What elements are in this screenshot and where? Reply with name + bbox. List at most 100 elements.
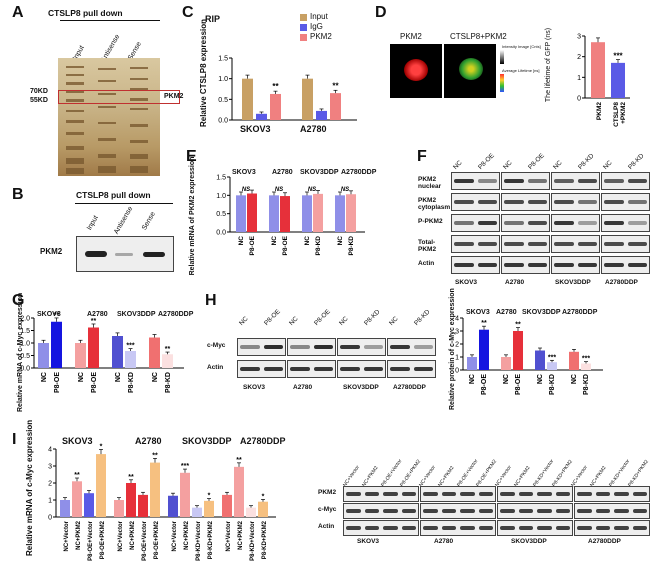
e-bar-3 <box>280 196 290 232</box>
f-blot-1-3 <box>601 193 650 211</box>
i-band-0-0 <box>346 492 361 496</box>
panel-d-scale2-label: Average Lifetime [ns] <box>502 68 540 73</box>
legend-label-pkm2: PKM2 <box>310 32 332 41</box>
i-band-2-2 <box>383 526 398 530</box>
f-band-1-0 <box>454 200 474 204</box>
panel-i-line-a2780ddp: A2780DDP <box>240 436 286 446</box>
f-band-2-3 <box>527 221 547 225</box>
h-band-0-6 <box>390 345 410 349</box>
f-blot-3-3 <box>601 235 650 253</box>
f-band-0-7 <box>627 179 647 183</box>
f-row-label-1: PKM2 cytoplasm <box>418 197 451 211</box>
f-blot-3-0 <box>451 235 500 253</box>
legend-swatch-igg <box>300 24 307 31</box>
h-bar-1 <box>479 329 489 370</box>
g-bar-5 <box>125 351 136 368</box>
f-band-4-0 <box>454 263 474 267</box>
i-bar-3 <box>96 454 106 517</box>
i-blot-1-3 <box>574 503 650 519</box>
panel-letter-c: C <box>182 4 194 21</box>
i-bar-4 <box>114 500 124 517</box>
f-band-2-5 <box>577 221 597 225</box>
i-ytick-label-0: 0 <box>48 515 52 522</box>
i-band-1-10 <box>537 509 552 513</box>
f-blot-3-1 <box>501 235 550 253</box>
i-band-0-10 <box>537 492 552 496</box>
g-ytick-label-4: 2.0 <box>20 316 30 323</box>
h-band-0-7 <box>413 345 433 349</box>
panel-c-group-a2780: A2780 <box>300 124 327 134</box>
e-xlabel-1: P8-OE <box>249 235 256 255</box>
g-bar-7 <box>162 354 173 368</box>
i-band-0-9 <box>518 492 533 496</box>
i-band-2-0 <box>346 526 361 530</box>
h-sig-3: *** <box>582 356 590 363</box>
legend-label-igg: IgG <box>310 22 323 31</box>
i-band-2-9 <box>518 526 533 530</box>
panel-d-img1-label: PKM2 <box>400 32 422 41</box>
i-band-2-11 <box>555 526 570 530</box>
e-bar-7 <box>346 194 356 232</box>
panel-d-scale1-label: Intensity Image [Cnts] <box>502 44 541 49</box>
i-band-1-9 <box>518 509 533 513</box>
c-sig-1: ** <box>332 81 339 90</box>
panel-letter-e: E <box>186 148 197 165</box>
f-blot-4-3 <box>601 256 650 274</box>
i-xlabel-14: P8-KD+Vector <box>250 520 256 561</box>
panel-d-scale1 <box>500 50 504 64</box>
i-band-1-8 <box>500 509 515 513</box>
panel-b-target: PKM2 <box>40 247 63 256</box>
c-sig-0: ** <box>272 82 279 91</box>
f-blot-1-0 <box>451 193 500 211</box>
f-blot-2-1 <box>501 214 550 232</box>
h-line-0: SKOV3 <box>243 384 266 391</box>
e-sig-1: NS <box>275 187 283 193</box>
f-row-label-2: P-PKM2 <box>418 218 443 225</box>
panel-a-gel-bands <box>66 66 148 174</box>
i-xlabel-11: P8-KD+PKM2 <box>208 520 214 559</box>
e-xlabel-5: P8-KD <box>315 236 322 256</box>
panel-d-scale2 <box>500 74 504 92</box>
panel-b-band-antisense <box>115 253 133 256</box>
g-sig-0: ** <box>54 312 60 319</box>
i-band-0-5 <box>441 492 456 496</box>
e-xlabel-0: NC <box>238 236 245 246</box>
h-band-1-2 <box>290 367 310 371</box>
e-ytick-label-0: 0.0 <box>216 230 226 237</box>
panel-g-line-a2780ddp: A2780DDP <box>158 311 194 318</box>
panel-letter-f: F <box>417 148 427 165</box>
e-bar-1 <box>247 193 257 232</box>
i-band-2-8 <box>500 526 515 530</box>
i-blot-0-3 <box>574 486 650 502</box>
panel-h-chart-line-skov3ddp: SKOV3DDP <box>522 309 561 316</box>
d-ytick-label-3: 3 <box>577 34 581 41</box>
panel-i-line-skov3: SKOV3 <box>62 436 93 446</box>
i-band-1-13 <box>595 509 610 513</box>
panel-g-line-skov3: SKOV3 <box>37 311 61 318</box>
i-band-0-2 <box>383 492 398 496</box>
i-blot-2-1 <box>420 520 496 536</box>
i-blot-1-2 <box>497 503 573 519</box>
legend-swatch-input <box>300 14 307 21</box>
i-sig-9: *** <box>181 463 189 470</box>
f-band-3-5 <box>577 242 597 246</box>
g-xlabel-0: NC <box>41 372 48 382</box>
f-blot-0-1 <box>501 172 550 190</box>
h-band-1-0 <box>240 367 260 371</box>
f-band-4-6 <box>604 263 624 267</box>
g-bar-4 <box>112 336 123 368</box>
f-line-3: A2780DDP <box>605 279 638 286</box>
panel-a-gel <box>58 58 160 176</box>
h-band-1-7 <box>413 367 433 371</box>
i-bar-2 <box>84 493 94 517</box>
i-bar-13 <box>234 466 244 517</box>
panel-a-title: CTSLP8 pull down <box>48 8 123 18</box>
f-band-4-7 <box>627 263 647 267</box>
e-xlabel-4: NC <box>304 236 311 246</box>
i-ytick-label-2: 2 <box>48 481 52 488</box>
f-blot-4-0 <box>451 256 500 274</box>
f-band-0-5 <box>577 179 597 183</box>
h-bar-0 <box>467 357 477 370</box>
i-band-0-15 <box>632 492 647 496</box>
